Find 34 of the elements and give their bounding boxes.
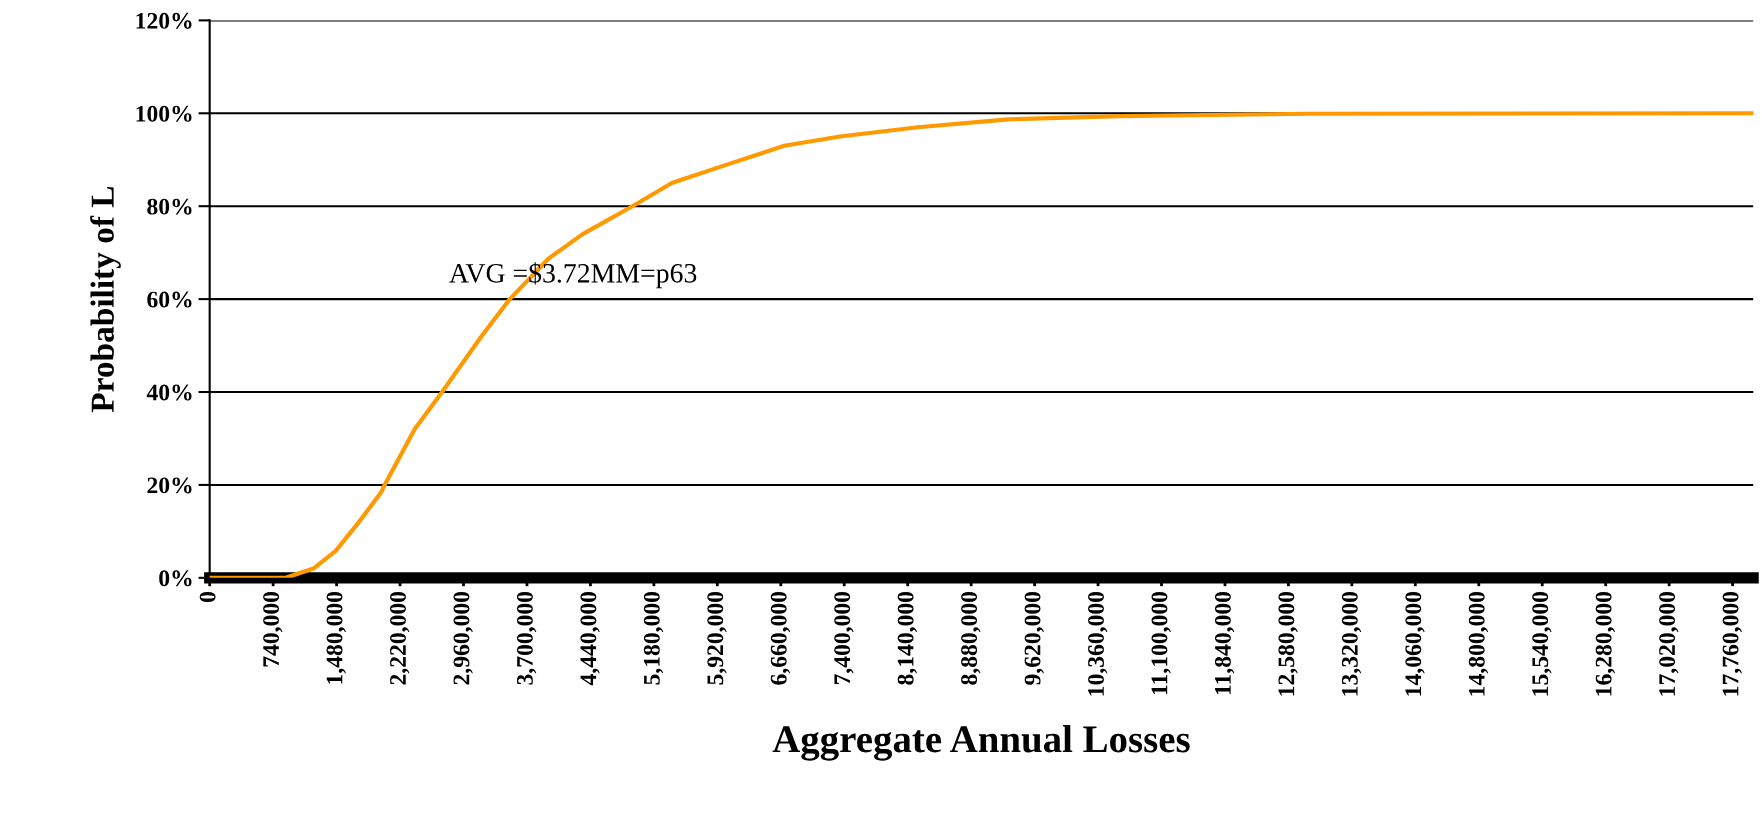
- x-tick-label: 14,060,000: [1405, 591, 1425, 696]
- x-tick-label: 8,140,000: [897, 591, 918, 685]
- x-tick-label: 1,480,000: [326, 591, 346, 684]
- x-tick-label: 7,400,000: [834, 591, 854, 685]
- x-tick-label: 11,100,000: [1151, 591, 1171, 695]
- y-tick-label: 0%: [159, 570, 192, 587]
- x-tick-label: 5,920,000: [707, 591, 727, 685]
- x-tick-label: 4,440,000: [580, 591, 600, 686]
- x-tick-label: 16,280,000: [1595, 591, 1616, 696]
- x-tick-label: 6,660,000: [770, 591, 791, 685]
- x-tick-label: 11,840,000: [1214, 591, 1235, 695]
- x-tick-label: 17,760,000: [1722, 591, 1742, 696]
- x-tick-label: 3,700,000: [516, 591, 537, 685]
- x-tick-label: 2,220,000: [390, 591, 410, 685]
- y-tick-label: 100%: [136, 105, 192, 122]
- y-tick-label: 40%: [146, 384, 192, 401]
- x-tick-label: 8,880,000: [961, 591, 981, 685]
- x-tick-label: 12,580,000: [1278, 591, 1298, 696]
- y-tick-label: 60%: [147, 291, 192, 308]
- x-tick-label: 9,620,000: [1024, 591, 1044, 685]
- x-tick-label: 17,020,000: [1659, 591, 1679, 696]
- x-tick-label: 0: [199, 591, 216, 602]
- x-tick-label: 14,800,000: [1468, 591, 1489, 696]
- x-axis-title: Aggregate Annual Losses: [772, 725, 1190, 761]
- x-tick-label: 15,540,000: [1532, 591, 1552, 696]
- y-axis-title: Probability of L: [90, 186, 121, 413]
- x-tick-label: 2,960,000: [453, 591, 473, 685]
- y-tick-label: 120%: [136, 12, 192, 29]
- x-tick-label: 13,320,000: [1341, 591, 1362, 696]
- x-tick-label: 740,000: [263, 591, 283, 667]
- x-tick-label: 5,180,000: [643, 591, 664, 685]
- x-tick-label: 10,360,000: [1088, 591, 1108, 696]
- y-tick-label: 20%: [147, 477, 192, 494]
- y-tick-label: 80%: [147, 198, 192, 215]
